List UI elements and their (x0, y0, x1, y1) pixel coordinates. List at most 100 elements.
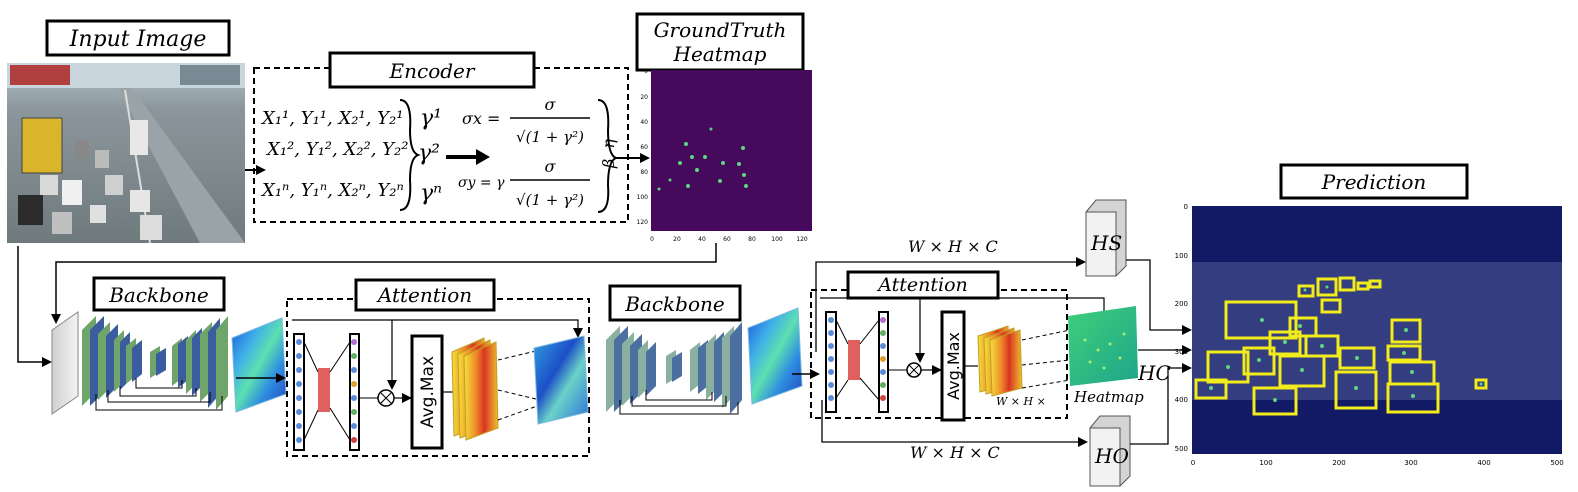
attention-1-input-nodes (296, 339, 302, 443)
input-image-group: Input Image (7, 19, 245, 244)
attention-1-output-nodes (351, 339, 357, 443)
attention-1-title-box (354, 278, 496, 312)
groundtruth-x-ticks: 0 20 40 60 80 100 120 (650, 236, 808, 243)
attention-1-stack (451, 337, 499, 441)
backbone-1-feature-map (231, 317, 287, 413)
attention-1-input-vector (293, 333, 305, 451)
prediction-title: Prediction (1321, 170, 1427, 194)
arrow-image-to-backbone (17, 246, 52, 367)
attention-2-input-nodes (828, 317, 834, 401)
svg-text:100: 100 (637, 194, 649, 201)
attention-1-output-vector (349, 333, 360, 451)
groundtruth-title-line1: GroundTruth (654, 18, 787, 42)
svg-text:100: 100 (1175, 252, 1188, 260)
attention-1-output-map (533, 335, 589, 425)
svg-text:300: 300 (1404, 459, 1417, 467)
arrow-to-ho (821, 400, 1088, 447)
prediction-title-box (1279, 163, 1469, 200)
svg-text:60: 60 (723, 236, 731, 243)
prediction-x-ticks: 0 100 200 300 400 500 (1191, 459, 1564, 467)
svg-text:100: 100 (1259, 459, 1272, 467)
attention-1-proj-c (497, 404, 541, 421)
attention-1-title: Attention (376, 283, 472, 307)
ho-label: HO (1094, 444, 1129, 468)
gamma-n: γⁿ (420, 181, 442, 206)
sigma-x-numerator: σ (545, 95, 557, 114)
encoder-dashed-box (253, 67, 629, 223)
whc-top-label: W × H × C (908, 237, 998, 256)
attention-2-group: Attention Avg.Max (810, 270, 1071, 422)
backbone-2-group: Backbone (606, 284, 803, 415)
hs-label: HS (1090, 231, 1122, 255)
svg-text:120: 120 (637, 219, 649, 226)
attention-1-bottleneck (318, 368, 330, 412)
attention-2-output-vector (878, 311, 889, 413)
input-image-title: Input Image (69, 27, 207, 52)
encoder-row-3: X₁ⁿ, Y₁ⁿ, X₂ⁿ, Y₂ⁿ (260, 180, 404, 201)
svg-text:40: 40 (698, 236, 706, 243)
gamma-1: γ¹ (420, 106, 442, 131)
encoder-row-1: X₁¹, Y₁¹, X₂¹, Y₂¹ (260, 108, 403, 129)
encoder-title: Encoder (389, 59, 476, 83)
groundtruth-peaks (657, 127, 748, 191)
input-image-title-box (45, 19, 231, 57)
attention-1-group: Attention Avg.Max (286, 278, 590, 457)
attention-1-proj-a (497, 349, 541, 361)
beta-eta: β, η (599, 139, 618, 169)
prediction-centers (1209, 285, 1483, 402)
sigma-y-denominator: √(1 + γ²) (516, 191, 584, 209)
backbone-1-skip-2 (107, 390, 211, 403)
encoder-title-box (328, 51, 536, 89)
svg-text:500: 500 (1550, 459, 1563, 467)
attention-2-title: Attention (876, 274, 968, 296)
svg-text:0: 0 (1184, 203, 1188, 211)
encoder-group: Encoder X₁¹, Y₁¹, X₂¹, Y₂¹ X₁², Y₁², X₂²… (253, 51, 650, 223)
attention-2-dim-label: W × H × (996, 395, 1046, 408)
svg-text:80: 80 (640, 169, 648, 176)
svg-text:400: 400 (1477, 459, 1490, 467)
sigma-y-numerator: σ (545, 157, 557, 176)
groundtruth-heatmap (651, 70, 812, 231)
sigma-x-lhs: σx = (462, 109, 500, 128)
backbone-2-title: Backbone (624, 292, 725, 316)
svg-text:500: 500 (1175, 445, 1188, 453)
heatmap-output-group: Heatmap (1068, 306, 1144, 406)
ho-head: HO (1089, 415, 1131, 487)
backbone-1-group: Backbone (51, 276, 287, 415)
groundtruth-title-line2: Heatmap (673, 42, 767, 66)
svg-text:120: 120 (796, 236, 808, 243)
svg-text:200: 200 (1332, 459, 1345, 467)
arrow-groundtruth-loop (51, 243, 717, 324)
sigma-y-lhs: σy = γ (458, 175, 505, 191)
whc-bottom-label: W × H × C (910, 443, 1000, 462)
backbone-2-layers (606, 322, 742, 414)
backbone-1-title-box (92, 276, 226, 312)
attention-2-dashed-box (810, 289, 1068, 419)
heatmap-output-label: Heatmap (1073, 388, 1144, 406)
backbone-2-skip-1 (619, 400, 739, 415)
heatmap-output-peaks (1083, 332, 1126, 370)
hc-label: HC (1137, 361, 1171, 385)
backbone-1-skip-4 (135, 378, 183, 389)
gamma-2: γ² (418, 141, 440, 166)
attention-1-proj-b (497, 389, 541, 401)
backbone-1-input-plane (51, 311, 79, 415)
backbone-1-skip-3 (119, 386, 197, 397)
backbone-1-layers (82, 316, 228, 410)
attention-1-conn-b (303, 409, 319, 441)
svg-text:20: 20 (640, 94, 648, 101)
svg-text:400: 400 (1175, 396, 1188, 404)
arrow-ho-to-prediction (1130, 363, 1192, 445)
svg-text:40: 40 (640, 119, 648, 126)
heatmap-output-plane (1068, 306, 1138, 386)
groundtruth-title-box (635, 12, 805, 72)
svg-text:80: 80 (748, 236, 756, 243)
svg-text:20: 20 (673, 236, 681, 243)
groundtruth-group: GroundTruth Heatmap 0 20 40 60 80 100 12… (635, 12, 812, 243)
svg-text:200: 200 (1175, 300, 1188, 308)
backbone-2-feature-map (747, 307, 803, 405)
encoder-arrow-head (476, 149, 490, 165)
svg-text:0: 0 (644, 68, 648, 75)
arrow-hs-to-prediction (1126, 259, 1192, 335)
